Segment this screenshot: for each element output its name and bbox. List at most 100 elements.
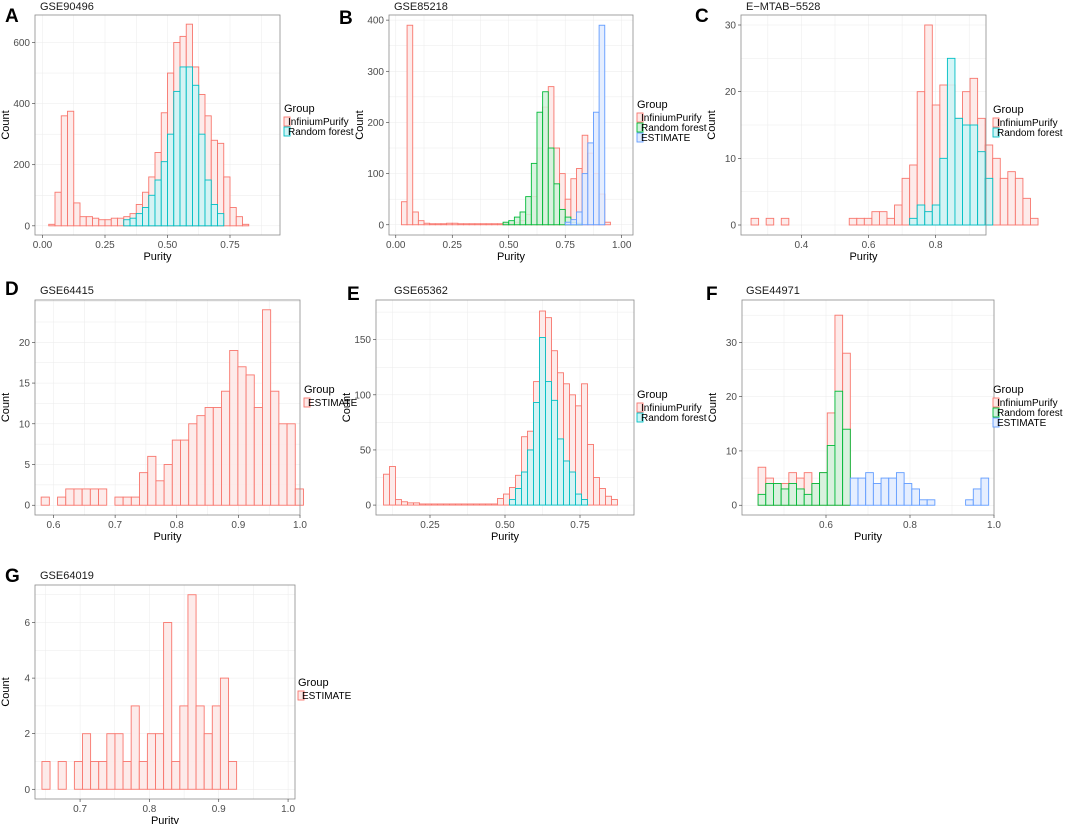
histogram-bar	[98, 219, 106, 227]
panel-E: E GSE65362 0.25 0.50 0.75 0 50 100 150 Purity Coun…	[341, 284, 707, 543]
x-tick-label: 0.25	[420, 520, 440, 531]
y-tick-label: 30	[726, 338, 738, 349]
histogram-bar	[173, 90, 181, 227]
legend-key	[636, 402, 644, 413]
histogram-bar	[992, 157, 1001, 226]
x-tick-label: 0.4	[794, 240, 808, 251]
histogram-bar	[563, 460, 570, 506]
histogram-bar	[171, 761, 181, 790]
histogram-bar	[780, 488, 790, 506]
histogram-bar	[849, 477, 859, 506]
legend-label: ESTIMATE	[641, 133, 691, 144]
y-tick-label: 100	[354, 390, 371, 401]
x-tick-label: 0.7	[73, 804, 87, 815]
histogram-bar	[826, 445, 836, 506]
histogram-bar	[389, 466, 396, 506]
histogram-bar	[581, 383, 588, 506]
histogram-bar	[204, 407, 214, 506]
panel-border	[34, 299, 301, 516]
legend-key	[992, 417, 1000, 428]
panel-A: A GSE90496 0.00 0.25 0.50 0.75 0 200 400 600 Purit…	[0, 1, 354, 263]
histogram-bar	[599, 488, 606, 506]
histogram-bar	[148, 194, 156, 227]
series-estimate	[41, 594, 238, 790]
histogram-bar	[773, 483, 782, 506]
panel-letter: E	[347, 284, 360, 305]
histogram-bar	[203, 733, 213, 790]
histogram-bar	[114, 496, 124, 506]
legend-key	[636, 112, 644, 123]
histogram-bar	[819, 472, 828, 506]
histogram-bar	[788, 483, 797, 506]
histogram-bar	[90, 761, 100, 790]
histogram-bar	[598, 24, 606, 226]
dataset-title: GSE65362	[394, 285, 448, 297]
legend-key	[636, 412, 644, 423]
histogram-bar	[513, 216, 521, 226]
legend-label: ESTIMATE	[308, 398, 358, 409]
histogram-bar	[407, 502, 414, 506]
series-estimate	[40, 309, 304, 506]
panel-letter: D	[5, 279, 19, 300]
histogram-bar	[581, 173, 589, 226]
x-tick-label: 0.75	[570, 520, 590, 531]
histogram-bar	[525, 196, 532, 226]
histogram-bar	[110, 217, 118, 227]
histogram-bar	[278, 423, 288, 506]
histogram-bar	[557, 438, 564, 506]
histogram-bar	[60, 115, 68, 227]
panel-letter: B	[339, 8, 353, 29]
histogram-bar	[570, 178, 577, 226]
histogram-bar	[916, 204, 926, 226]
histogram-bar	[413, 502, 420, 506]
histogram-bar	[229, 207, 237, 227]
series-random-forest	[123, 66, 225, 227]
histogram-bar	[570, 219, 577, 226]
histogram-bar	[219, 677, 229, 790]
histogram-bar	[211, 705, 221, 790]
legend-key	[992, 397, 1000, 408]
histogram-bar	[765, 217, 775, 226]
histogram-bar	[223, 176, 231, 227]
x-axis-title: Purity	[497, 251, 526, 263]
histogram-bar	[431, 503, 438, 506]
histogram-bar	[576, 211, 583, 226]
histogram-bar	[286, 423, 296, 506]
histogram-bar	[965, 499, 974, 506]
panel-D: D GSE64415 0.6 0.7 0.8 0.9 1.0 0 5 10 15 20 Purity Co…	[0, 279, 358, 543]
series-random-forest	[509, 337, 588, 506]
histogram-bar	[67, 110, 75, 227]
histogram-bar	[895, 472, 905, 506]
histogram-bar	[235, 216, 243, 227]
y-tick-label: 5	[24, 460, 30, 471]
histogram-bar	[497, 498, 504, 506]
histogram-bar	[82, 733, 92, 790]
histogram-bar	[129, 217, 137, 227]
legend-label: Random forest	[288, 127, 354, 138]
y-axis-title: Count	[707, 393, 719, 422]
x-tick-label: 0.25	[95, 240, 115, 251]
panel-border	[34, 14, 281, 236]
histogram-bar	[939, 157, 948, 226]
y-tick-label: 50	[360, 445, 372, 456]
histogram-bar	[999, 177, 1009, 226]
histogram-bar	[443, 503, 450, 506]
legend-key	[636, 132, 644, 143]
x-tick-label: 0.50	[495, 520, 515, 531]
histogram-bar	[54, 191, 62, 227]
histogram-bar	[210, 203, 218, 227]
y-tick-label: 20	[725, 87, 737, 98]
histogram-bar	[142, 207, 150, 227]
legend-label: Random forest	[997, 128, 1063, 139]
histogram-bar	[155, 733, 165, 790]
histogram-bar	[122, 761, 132, 790]
legend-label: InfiniumPurify	[288, 117, 349, 128]
histogram-bar	[179, 705, 189, 790]
histogram-bar	[1007, 171, 1016, 226]
legend-label: ESTIMATE	[302, 691, 352, 702]
legend-label: Random forest	[997, 408, 1063, 419]
y-tick-label: 4	[24, 674, 30, 685]
histogram-bar	[757, 493, 767, 506]
